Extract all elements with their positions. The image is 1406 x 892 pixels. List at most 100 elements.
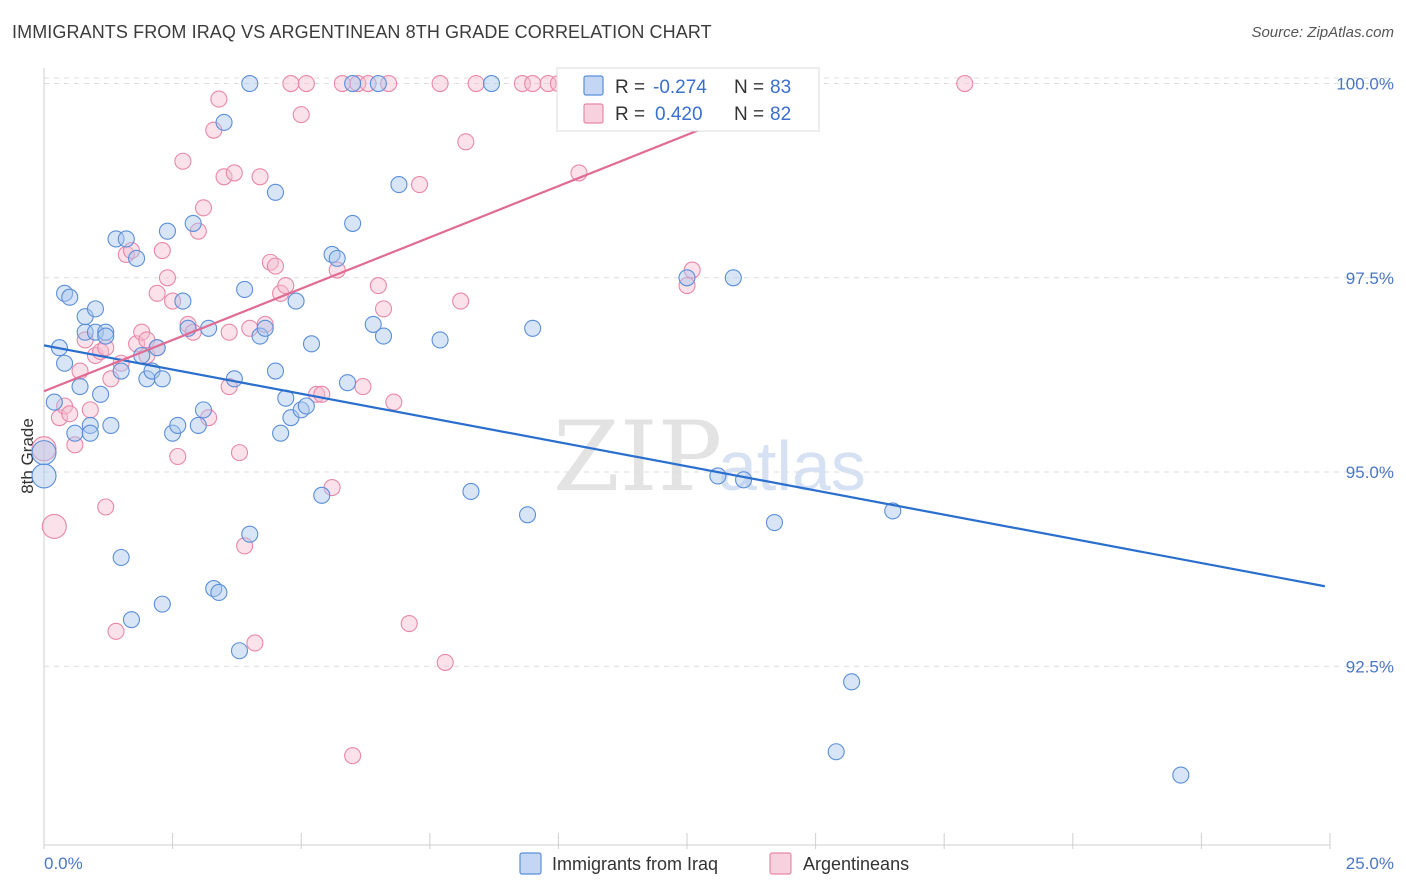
argentineans-point <box>251 168 269 186</box>
y-tick-label: 97.5% <box>1346 269 1394 288</box>
iraq-point <box>97 323 115 341</box>
iraq-point <box>184 214 202 232</box>
argentineans-point <box>297 74 315 93</box>
stats-arg-swatch <box>583 103 604 124</box>
source-credit: Source: ZipAtlas.com <box>1251 24 1394 41</box>
legend-arg-swatch <box>769 852 792 875</box>
iraq-point <box>189 416 207 434</box>
iraq-point <box>482 74 501 93</box>
iraq-point <box>61 288 79 306</box>
iraq-trend-line <box>43 344 1326 588</box>
argentineans-point <box>400 615 418 633</box>
argentineans-point <box>282 74 300 93</box>
legend-iraq-swatch <box>519 852 542 875</box>
argentineans-point <box>194 199 213 217</box>
grid-lines <box>44 77 1394 667</box>
argentineans-point <box>215 168 233 186</box>
argentineans-point <box>61 405 79 423</box>
iraq-point <box>31 440 57 466</box>
iraq-point <box>302 335 321 353</box>
iraq-point <box>210 583 228 602</box>
argentineans-point <box>66 436 84 454</box>
iraq-point <box>287 292 305 310</box>
argentineans-point <box>539 74 557 93</box>
iraq-point <box>66 424 84 442</box>
iraq-point <box>153 370 171 388</box>
watermark-atlas: atlas <box>718 427 866 505</box>
iraq-point <box>328 249 346 267</box>
argentineans-point <box>164 292 182 310</box>
iraq-point <box>236 280 254 298</box>
stats-iraq-n-value: 83 <box>770 77 791 98</box>
argentineans-point <box>153 242 171 260</box>
iraq-point <box>272 424 290 442</box>
iraq-point <box>344 214 362 232</box>
x-tick-label-max: 25.0% <box>1346 854 1394 873</box>
iraq-point <box>86 300 104 318</box>
argentineans-point <box>431 74 449 93</box>
argentineans-point <box>333 74 351 93</box>
argentineans-point <box>107 622 125 640</box>
iraq-point <box>313 486 331 504</box>
stats-iraq-n-label: N = <box>734 77 764 98</box>
argentineans-point <box>436 653 454 671</box>
iraq-point <box>56 354 74 372</box>
argentineans-point <box>97 498 115 516</box>
chart-title: IMMIGRANTS FROM IRAQ VS ARGENTINEAN 8TH … <box>12 22 712 42</box>
iraq-point <box>297 397 315 415</box>
iraq-point <box>92 385 110 403</box>
iraq-point <box>45 393 63 411</box>
iraq-point <box>112 362 130 380</box>
stats-arg-n-label: N = <box>734 104 764 125</box>
trend-lines <box>43 82 1326 588</box>
x-axis-ticks <box>43 833 1331 849</box>
y-axis-tick-labels: 92.5% 95.0% 97.5% 100.0% <box>1336 75 1394 677</box>
iraq-point <box>827 743 845 761</box>
argentineans-point <box>354 378 372 396</box>
argentineans-point <box>452 292 470 310</box>
y-tick-label: 92.5% <box>1346 657 1394 676</box>
iraq-point <box>843 673 861 691</box>
iraq-point <box>724 269 742 287</box>
argentineans-point <box>513 74 531 93</box>
iraq-point <box>678 269 696 287</box>
iraq-point <box>338 374 357 392</box>
iraq-point <box>369 74 387 93</box>
x-tick-label-min: 0.0% <box>44 854 83 873</box>
argentineans-point <box>956 74 974 93</box>
stats-arg-r-value: 0.420 <box>655 104 703 125</box>
argentineans-point <box>380 74 398 93</box>
iraq-point <box>524 319 542 337</box>
iraq-point <box>81 424 99 442</box>
argentineans-point <box>158 269 177 287</box>
iraq-point <box>194 401 213 419</box>
iraq-point <box>266 362 285 380</box>
iraq-point <box>71 378 89 396</box>
iraq-point <box>344 74 362 93</box>
y-tick-label: 95.0% <box>1346 463 1394 482</box>
argentineans-point <box>210 90 228 108</box>
stats-arg-r-label: R = <box>615 104 645 125</box>
iraq-point <box>364 315 382 333</box>
iraq-point <box>153 595 171 613</box>
iraq-point <box>230 642 249 660</box>
argentineans-point <box>385 393 403 411</box>
argentineans-point <box>313 385 331 403</box>
iraq-point <box>215 113 233 131</box>
argentineans-point <box>374 300 393 318</box>
arg-trend-line <box>43 82 817 393</box>
iraq-point <box>462 482 480 501</box>
iraq-point <box>117 230 135 248</box>
iraq-point <box>256 319 274 337</box>
argentineans-point <box>277 277 295 295</box>
iraq-point <box>174 292 192 310</box>
stats-iraq-r-label: R = <box>615 77 645 98</box>
iraq-point <box>884 502 902 520</box>
argentineans-point <box>457 133 475 151</box>
argentineans-point <box>344 747 362 765</box>
y-tick-label: 100.0% <box>1336 75 1394 94</box>
iraq-point <box>86 323 104 341</box>
iraq-point <box>107 230 125 248</box>
iraq-point <box>158 222 177 240</box>
legend-iraq-label: Immigrants from Iraq <box>552 854 718 874</box>
